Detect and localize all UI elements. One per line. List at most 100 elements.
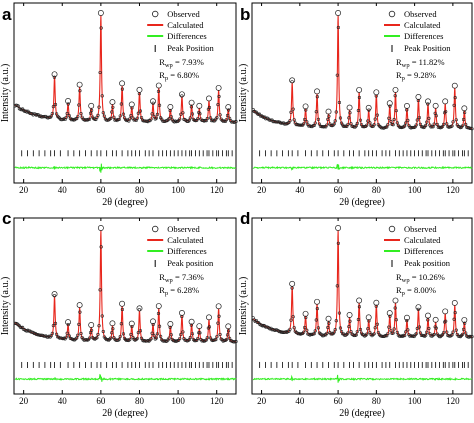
difference-line [252,374,473,383]
observed-point [51,324,55,328]
observed-point [424,333,428,337]
observed-point [167,117,171,121]
observed-peak-point [432,102,439,109]
observed-point [149,337,153,341]
observed-peak-point [119,80,126,87]
observed-point [365,332,369,336]
panel-letter: c [2,209,11,228]
observed-point [52,75,57,79]
observed-point [338,116,343,120]
observed-point [264,325,268,329]
legend-peak-label: Peak position [167,258,214,268]
observed-point [398,125,403,130]
observed-point [461,117,466,122]
x-tick-label: 80 [135,396,145,406]
observed-peak-point [76,302,83,309]
observed-point [16,104,20,108]
y-axis-label: Intensity (a.u.) [0,277,11,336]
observed-peak-point [178,309,185,316]
observed-point [307,124,311,128]
observed-peak-point [425,98,431,105]
observed-point [151,322,155,327]
observed-point [78,310,82,314]
observed-point [196,117,200,121]
observed-point [216,102,220,107]
rwp-stat: Rwp = 7.36% [159,272,204,284]
observed-point [316,117,320,121]
legend-differences-label: Differences [404,246,444,256]
observed-point [110,331,114,335]
observed-point [435,122,439,127]
observed-point [392,327,396,331]
observed-peak-point [88,102,95,109]
observed-peak-point [365,104,372,111]
panel-b: b Intensity (a.u.) 20 40 60 80 100 120 2θ (degre… [238,2,474,208]
observed-point [313,121,317,125]
observed-point [375,322,379,326]
x-tick-label: 80 [372,185,382,195]
observed-point [130,324,134,329]
legend-calculated-label: Calculated [167,20,204,30]
observed-point [358,327,363,332]
observed-point [348,111,352,115]
x-tick-label: 40 [58,396,68,406]
observed-point [368,121,372,125]
observed-point [217,314,221,318]
observed-point [347,325,351,329]
observed-point [291,107,295,111]
observed-point [121,112,126,116]
observed-point [135,116,139,120]
observed-point [450,124,454,128]
observed-point [362,125,366,129]
rp-stat: Rp = 6.80% [159,70,199,82]
observed-point [394,109,398,113]
x-tick-label: 100 [408,396,422,406]
observed-point [156,311,161,316]
observed-point [452,103,456,107]
rp-stat: Rp = 9.28% [396,70,436,82]
observed-point [335,284,339,288]
difference-line [14,163,237,173]
observed-point [215,116,219,120]
observed-point [357,305,362,309]
observed-point [314,110,318,114]
observed-point [178,336,182,341]
observed-point [98,70,102,75]
observed-peak-point [404,314,410,321]
observed-point [452,317,456,321]
observed-point [101,111,105,115]
x-tick-label: 20 [19,396,29,406]
observed-point [169,115,173,119]
observed-peak-point [88,322,95,328]
x-axis-label: 2θ (degree) [102,197,148,208]
legend-calculated-label: Calculated [404,235,441,245]
plot-frame [13,217,237,395]
observed-point [190,112,195,116]
observed-point [128,337,132,341]
observed-point [406,118,410,122]
legend-observed-label: Observed [404,9,437,19]
legend-observed-marker [388,225,396,233]
observed-point [432,332,436,337]
observed-point [374,304,378,308]
x-tick-label: 80 [372,396,382,406]
observed-point [392,117,396,122]
observed-point [336,25,340,30]
legend-differences-label: Differences [167,246,207,256]
observed-point [76,333,80,337]
observed-peak-point [167,104,174,110]
observed-point [129,332,133,337]
observed-peak-point [65,319,72,326]
observed-series [13,225,238,344]
x-tick-label: 60 [334,396,344,406]
observed-point [366,119,370,123]
observed-point [271,120,275,124]
rp-stat: Rp = 6.28% [159,285,199,297]
observed-point [326,325,330,330]
observed-peak-point [302,103,309,110]
x-axis-label: 2θ (degree) [339,197,385,208]
observed-point [337,100,342,105]
rwp-stat: Rwp = 11.82% [396,57,445,69]
observed-peak-point [346,104,353,111]
